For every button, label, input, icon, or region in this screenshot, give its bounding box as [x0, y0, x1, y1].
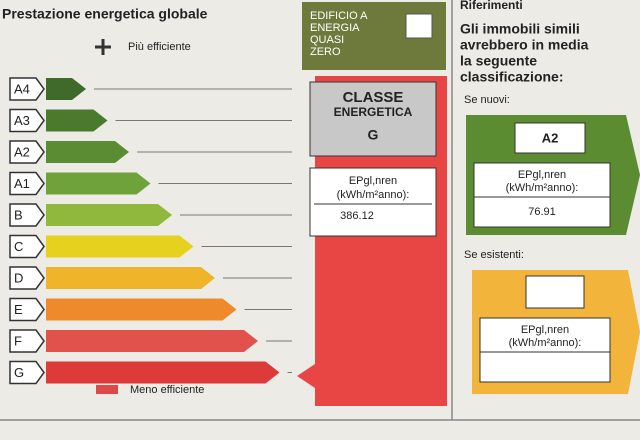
existing-ep-box — [479, 317, 611, 383]
ep-unit: (kWh/m²anno): — [509, 337, 582, 349]
class-heading: CLASSE — [343, 89, 404, 106]
nzeb-text: EDIFICIO A — [310, 10, 368, 22]
ep-unit: (kWh/m²anno): — [337, 189, 410, 201]
more-efficient: Più efficiente — [128, 41, 191, 53]
class-bar — [46, 172, 151, 195]
class-bar — [46, 141, 129, 163]
ep-value: 386.12 — [340, 210, 374, 222]
class-subheading: ENERGETICA — [334, 105, 413, 119]
ref-text: la seguente — [460, 53, 537, 69]
class-label-box — [9, 234, 45, 259]
class-label-box — [9, 171, 45, 196]
class-label: A1 — [14, 176, 30, 191]
class-label: C — [14, 239, 23, 254]
existing-class-box — [525, 275, 585, 309]
new-ep-box — [473, 162, 611, 228]
class-bar — [46, 267, 215, 289]
ref-text: classificazione: — [460, 69, 564, 85]
class-bar — [46, 361, 280, 384]
less-efficient: Meno efficiente — [130, 384, 204, 396]
nzeb-text: ZERO — [310, 46, 341, 58]
ref-text: Gli immobili simili — [460, 21, 580, 37]
ep-value: 76.91 — [528, 206, 556, 218]
class-label: B — [14, 207, 23, 222]
ep-unit: (kWh/m²anno): — [506, 182, 579, 194]
class-bar — [46, 330, 258, 352]
class-label-box — [9, 297, 45, 322]
ep-box — [309, 167, 437, 237]
new-class: A2 — [542, 130, 559, 145]
class-label-box — [9, 77, 45, 101]
class-label: G — [14, 365, 24, 380]
section-title: Prestazione energetica globale — [2, 6, 208, 22]
class-bar — [46, 204, 172, 226]
ref-text: avrebbero in media — [460, 37, 589, 53]
nzeb-text: ENERGIA — [310, 22, 360, 34]
class-label-box — [9, 266, 45, 290]
checkbox — [405, 13, 433, 39]
class-bar — [46, 78, 86, 100]
class-label: E — [14, 302, 23, 317]
ep-label: EPgl,nren — [521, 324, 569, 336]
ep-label: EPgl,nren — [518, 169, 566, 181]
class-label: A3 — [14, 113, 30, 128]
class-box — [309, 81, 437, 157]
class-label: A4 — [14, 81, 30, 96]
class-value: G — [368, 127, 379, 143]
rating-panel — [297, 76, 447, 406]
new-class-box — [514, 122, 586, 154]
class-label: A2 — [14, 144, 30, 159]
existing-label: Se esistenti: — [464, 249, 524, 261]
class-label: F — [14, 333, 22, 348]
section-title: Riferimenti — [460, 0, 523, 12]
class-label-box — [9, 203, 45, 227]
class-label-box — [9, 140, 45, 164]
class-scale: A4 A3 A2 A1 B C D E F G — [9, 77, 292, 385]
legend-swatch — [96, 385, 118, 394]
new-label: Se nuovi: — [464, 94, 510, 106]
class-bar — [46, 109, 108, 132]
ep-label: EPgl,nren — [349, 175, 397, 187]
plus-icon — [95, 39, 111, 55]
class-bar — [46, 235, 194, 258]
nzeb-text: QUASI — [310, 34, 344, 46]
class-bar — [46, 298, 237, 321]
class-label: D — [14, 270, 23, 285]
class-label-box — [9, 329, 45, 353]
class-label-box — [9, 360, 45, 385]
class-label-box — [9, 108, 45, 133]
